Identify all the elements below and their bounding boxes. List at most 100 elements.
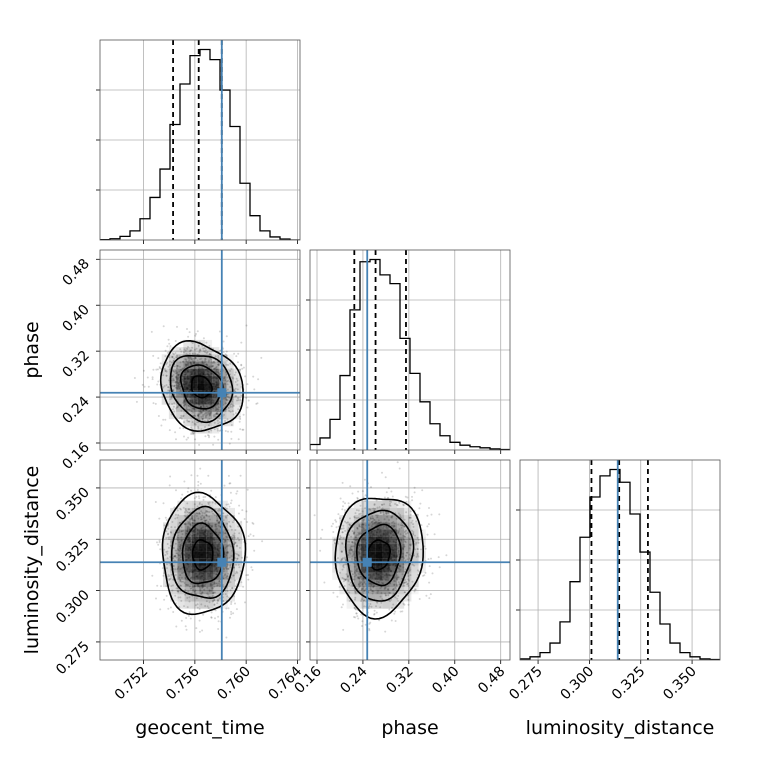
sample-point xyxy=(181,566,184,569)
sample-point xyxy=(402,534,405,537)
sample-point xyxy=(192,352,195,355)
sample-point xyxy=(409,544,412,547)
sample-point xyxy=(191,360,194,363)
density-cell xyxy=(368,522,376,530)
sample-point xyxy=(401,610,404,613)
sample-point xyxy=(428,507,430,509)
sample-point xyxy=(179,568,182,570)
sample-point xyxy=(418,507,421,510)
density-cell xyxy=(170,579,178,588)
sample-point xyxy=(175,386,178,389)
sample-point xyxy=(372,517,374,520)
density-cell xyxy=(235,565,243,573)
sample-point xyxy=(244,375,247,378)
sample-point xyxy=(385,511,388,514)
sample-point xyxy=(223,413,225,416)
density-cell xyxy=(190,347,198,355)
sample-point xyxy=(209,354,212,356)
sample-point xyxy=(180,536,183,539)
sample-point xyxy=(169,531,172,533)
sample-point xyxy=(188,527,191,530)
sample-point xyxy=(212,461,214,463)
density-cell xyxy=(353,522,361,530)
density-cell xyxy=(397,594,405,602)
sample-point xyxy=(323,581,326,584)
sample-point xyxy=(229,482,232,485)
sample-point xyxy=(158,541,161,544)
sample-point xyxy=(204,357,207,360)
sample-point xyxy=(400,539,403,542)
sample-point xyxy=(222,340,225,343)
sample-point xyxy=(191,517,194,520)
sample-point xyxy=(355,612,358,615)
sample-point xyxy=(166,575,169,578)
sample-point xyxy=(158,366,161,368)
density-cell xyxy=(161,354,169,362)
density-cell xyxy=(397,572,405,580)
sample-point xyxy=(171,521,174,523)
sample-point xyxy=(230,555,233,557)
sample-point xyxy=(216,517,219,520)
sample-point xyxy=(207,593,210,596)
contour-2 xyxy=(344,509,415,602)
sample-point xyxy=(200,603,203,606)
density-cell xyxy=(219,368,227,376)
sample-point xyxy=(184,365,187,368)
density-cell xyxy=(190,339,198,348)
density-cell xyxy=(375,572,383,580)
sample-point xyxy=(177,387,180,390)
sample-point xyxy=(354,512,357,515)
sample-point xyxy=(227,567,230,570)
sample-point xyxy=(197,414,200,417)
sample-point xyxy=(413,588,416,591)
sample-point xyxy=(403,603,406,606)
sample-point xyxy=(371,592,374,595)
density-cell xyxy=(332,572,340,580)
contour-2 xyxy=(170,505,235,600)
sample-point xyxy=(175,549,178,552)
sample-point xyxy=(355,536,357,539)
sample-point xyxy=(376,591,379,594)
sample-point xyxy=(402,581,405,584)
sample-point xyxy=(337,525,340,528)
sample-point xyxy=(412,531,415,533)
sample-point xyxy=(185,617,188,619)
sample-point xyxy=(200,428,203,431)
density-cell xyxy=(368,601,376,609)
sample-point xyxy=(222,351,225,354)
sample-point xyxy=(418,598,421,600)
density-cell xyxy=(361,536,369,544)
sample-point xyxy=(176,374,179,377)
sample-point xyxy=(215,412,218,414)
density-cell xyxy=(197,375,205,384)
sample-point xyxy=(419,502,422,505)
density-cell xyxy=(235,543,243,552)
sample-point xyxy=(237,563,240,566)
sample-point xyxy=(406,496,409,499)
sample-point xyxy=(183,582,186,584)
sample-point xyxy=(402,602,405,605)
sample-point xyxy=(412,532,415,535)
sample-point xyxy=(408,516,411,519)
sample-point xyxy=(173,555,176,558)
sample-point xyxy=(391,521,394,524)
sample-point xyxy=(242,428,245,431)
sample-point xyxy=(210,489,213,492)
sample-point xyxy=(208,501,211,504)
density-cell xyxy=(176,368,184,376)
sample-point xyxy=(244,601,246,604)
sample-point xyxy=(151,378,154,381)
sample-point xyxy=(214,502,217,505)
sample-point xyxy=(358,577,361,580)
density-cell xyxy=(197,383,205,391)
sample-point xyxy=(233,543,236,545)
sample-point xyxy=(185,583,187,586)
sample-point xyxy=(229,410,232,413)
sample-point xyxy=(197,345,200,348)
sample-point xyxy=(176,367,178,370)
axes-frame xyxy=(309,249,511,451)
sample-point xyxy=(410,521,413,524)
sample-point xyxy=(358,523,361,526)
sample-point xyxy=(197,480,200,483)
sample-point xyxy=(176,509,179,512)
